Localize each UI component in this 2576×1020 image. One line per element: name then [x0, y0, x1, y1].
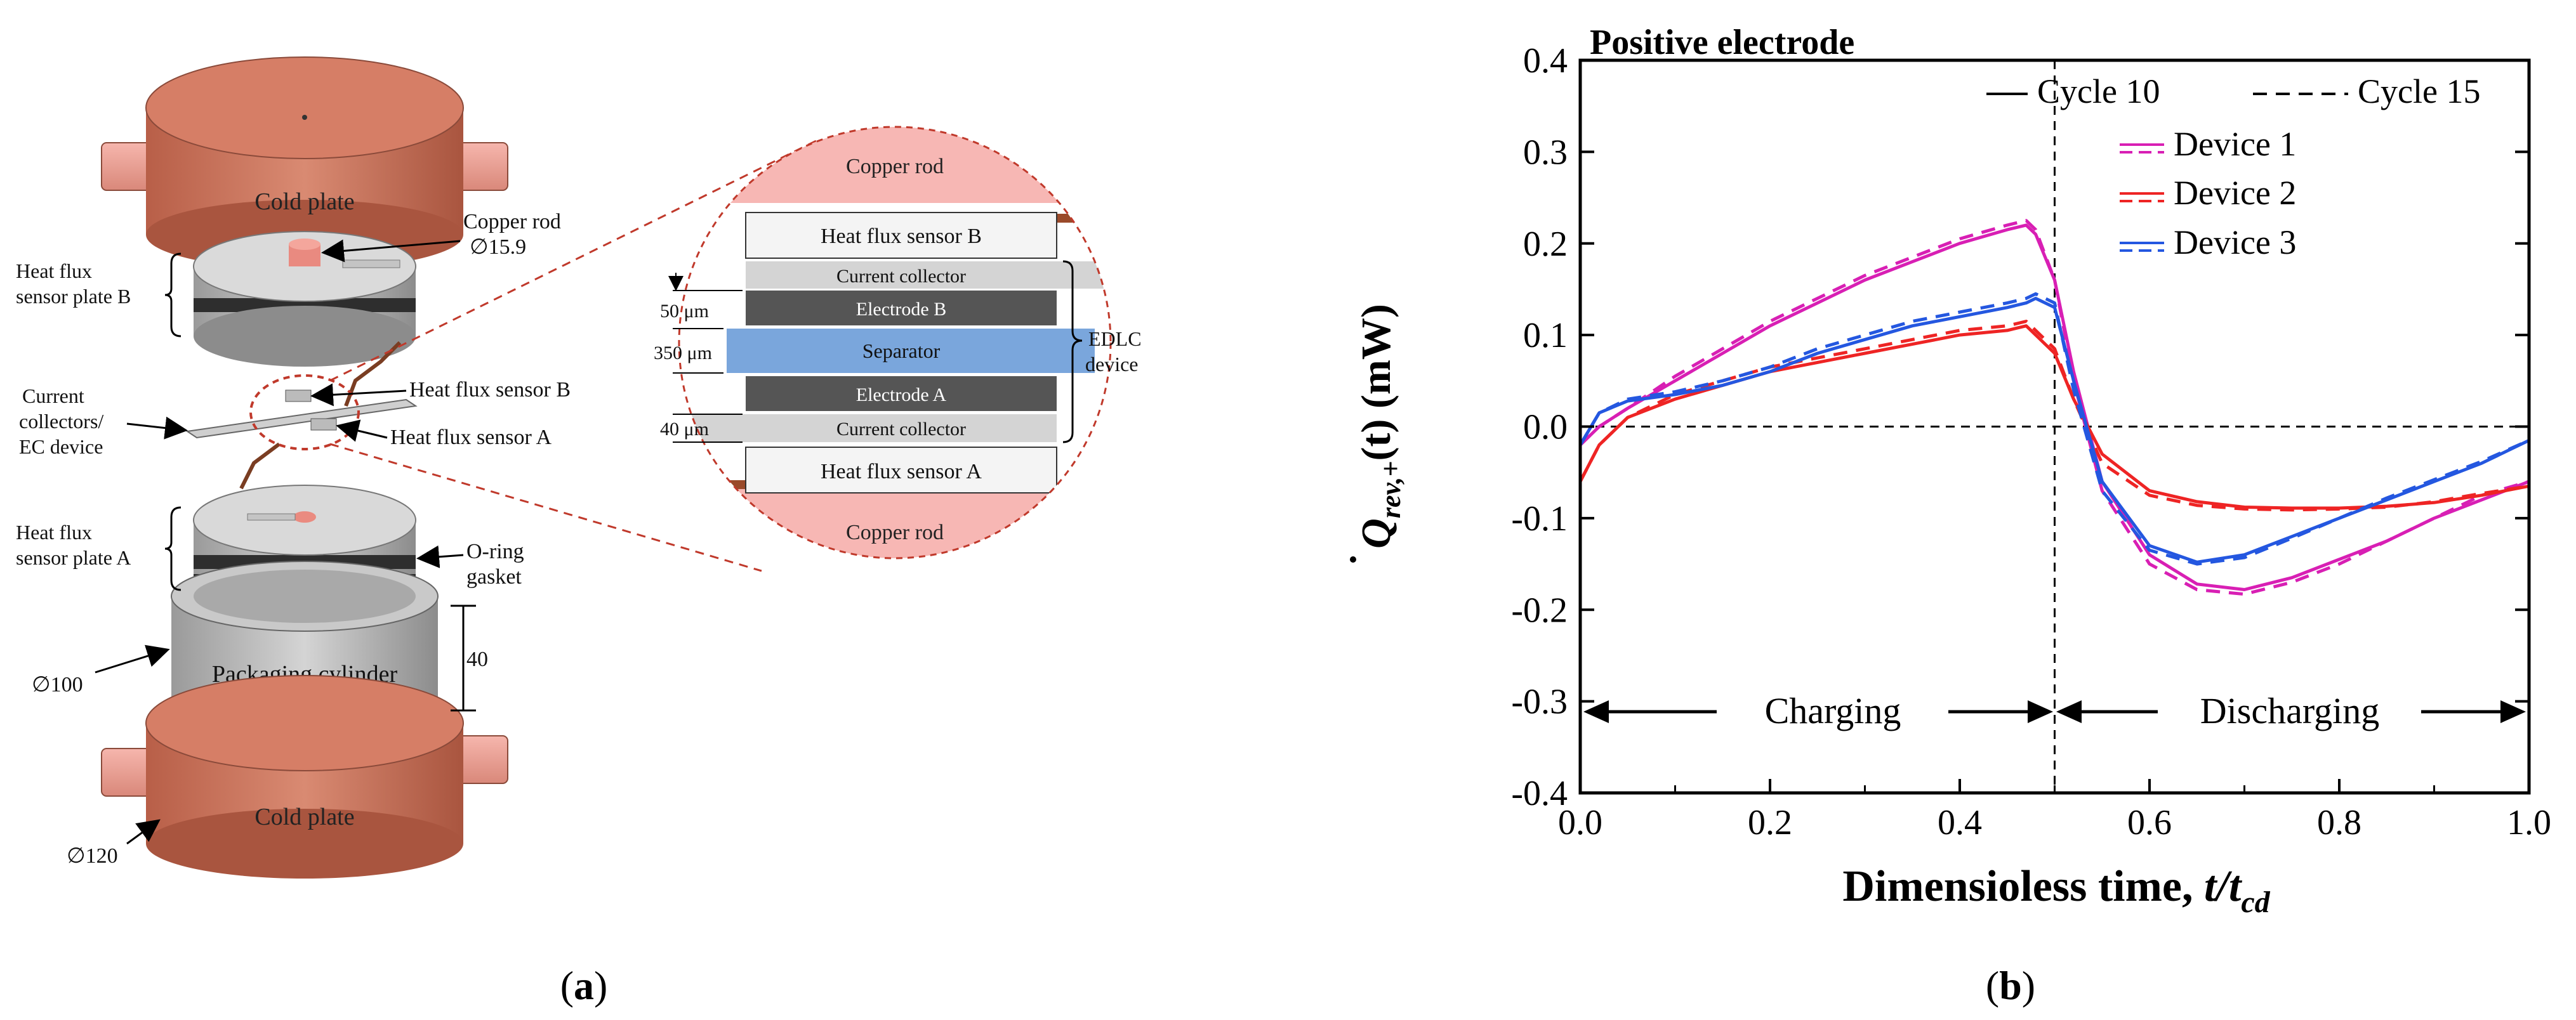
series-line-device-1-cycle-15 — [1579, 219, 2530, 596]
x-tick-label: 0.4 — [1938, 803, 1982, 842]
hfs-plate-b — [193, 231, 416, 367]
legend-label-device-3: Device 3 — [2174, 223, 2296, 261]
legend-entry-device-1: Device 1 — [2120, 125, 2296, 163]
label-current-collectors-2: collectors/ — [19, 410, 103, 433]
charging-annotation: Charging — [1583, 690, 2053, 731]
x-tick-label: 0.0 — [1558, 803, 1602, 842]
label-current-collectors-1: Current — [22, 384, 84, 407]
caption-b: (b) — [1986, 963, 2035, 1008]
y-tick-label: 0.1 — [1523, 316, 1568, 355]
label-oring-2: gasket — [466, 565, 522, 589]
inset-dim-40: 40 μm — [660, 419, 709, 440]
brace-plate-b — [164, 252, 182, 337]
zoom-ellipse — [249, 374, 360, 450]
arrow-oring — [416, 545, 464, 568]
y-tick-label: 0.2 — [1523, 225, 1568, 264]
label-dim-120: ∅120 — [67, 844, 118, 868]
x-tick-label: 1.0 — [2507, 803, 2551, 842]
y-tick-label: 0.4 — [1523, 41, 1568, 81]
arrow-current-collectors — [126, 416, 188, 440]
cold-plate-top-label: Cold plate — [254, 188, 354, 215]
label-dim-40: 40 — [466, 648, 488, 671]
cold-plate-bottom: Cold plate — [101, 675, 508, 879]
inset-electrode-b: Electrode B — [856, 299, 946, 320]
svg-text:Qrev,+(t) (mW): Qrev,+(t) (mW) — [1353, 304, 1406, 549]
legend-label-cycle15: Cycle 15 — [2358, 72, 2480, 110]
y-axis-label: Qrev,+(t) (mW) — [1350, 304, 1406, 563]
inset-hfs-a: Heat flux sensor A — [821, 460, 982, 483]
arrow-copper-rod — [321, 239, 461, 263]
label-oring-1: O-ring — [466, 540, 524, 563]
series-line-device-3-cycle-15 — [1578, 292, 2530, 566]
panel-b-chart: 0.0 0.2 0.4 0.6 0.8 1.0 -0.4 -0.3 -0.2 -0.1 0.0 0.1… — [1350, 23, 2551, 1008]
label-hfs-plate-a-2: sensor plate A — [16, 546, 131, 569]
label-current-collectors-3: EC device — [19, 435, 103, 458]
legend-label-cycle10: Cycle 10 — [2037, 72, 2160, 110]
inset-collector-bottom: Current collector — [836, 419, 966, 440]
x-axis-label: Dimensioless time, t/tcd — [1842, 862, 2270, 919]
charging-label: Charging — [1765, 690, 1901, 731]
legend-label-device-2: Device 2 — [2174, 174, 2296, 212]
x-tick-label: 0.6 — [2127, 803, 2172, 842]
arrow-hfs-b — [310, 383, 407, 407]
inset-magnified-view: Copper rod Heat flux sensor B Current co… — [654, 126, 1142, 559]
legend-entry-device-3: Device 3 — [2120, 223, 2296, 261]
x-tick-label: 0.2 — [1748, 803, 1792, 842]
legend-label-device-1: Device 1 — [2174, 125, 2296, 163]
inset-dim-350: 350 μm — [654, 343, 712, 363]
y-tick-label: 0.0 — [1523, 408, 1568, 447]
x-tick-label: 0.8 — [2317, 803, 2361, 842]
inset-hfs-b: Heat flux sensor B — [821, 225, 982, 248]
label-hfs-a: Heat flux sensor A — [390, 426, 552, 449]
y-tick-label: -0.2 — [1511, 591, 1568, 630]
inset-separator: Separator — [862, 339, 941, 362]
inset-copper-rod-top: Copper rod — [846, 155, 944, 178]
arrow-dim-120 — [126, 819, 161, 845]
y-tick-label: -0.3 — [1511, 683, 1568, 722]
chart-title: Positive electrode — [1590, 23, 1854, 62]
label-hfs-b: Heat flux sensor B — [409, 378, 571, 402]
y-tick-label: -0.1 — [1511, 499, 1568, 539]
inset-copper-rod-bottom: Copper rod — [846, 521, 944, 544]
inset-dim-50: 50 μm — [660, 301, 709, 322]
y-tick-label: -0.4 — [1511, 774, 1568, 813]
label-hfs-plate-b-2: sensor plate B — [16, 285, 131, 308]
inset-edlc-1: EDLC — [1088, 327, 1142, 350]
inset-edlc-2: device — [1085, 353, 1139, 376]
label-dim-100: ∅100 — [32, 673, 83, 696]
label-copper-rod-dim: ∅15.9 — [470, 235, 526, 259]
edlc-brace — [1062, 260, 1083, 443]
cold-plate-bottom-label: Cold plate — [254, 804, 354, 830]
label-hfs-plate-a-1: Heat flux — [16, 521, 92, 544]
y-tick-label: 0.3 — [1523, 133, 1568, 172]
caption-a: (a) — [560, 963, 608, 1008]
inset-collector-top: Current collector — [836, 266, 966, 287]
label-hfs-plate-b-1: Heat flux — [16, 259, 92, 282]
legend-entry-device-2: Device 2 — [2120, 174, 2296, 212]
discharging-label: Discharging — [2200, 690, 2379, 731]
discharging-annotation: Discharging — [2056, 690, 2526, 731]
label-copper-rod: Copper rod — [463, 210, 561, 233]
series-line-device-1-cycle-10 — [1579, 223, 2530, 591]
inset-electrode-a: Electrode A — [856, 384, 947, 405]
legend: Cycle 10 Cycle 15 Device 1 Device 2 Devi… — [1986, 72, 2480, 261]
series-line-device-3-cycle-10 — [1578, 296, 2530, 564]
brace-plate-a — [164, 506, 182, 591]
current-collectors — [185, 389, 418, 439]
panel-a-figure: Cold plate Packaging cylinder — [16, 56, 1142, 1008]
arrow-dim-100 — [95, 644, 170, 674]
arrow-hfs-a — [336, 419, 388, 442]
